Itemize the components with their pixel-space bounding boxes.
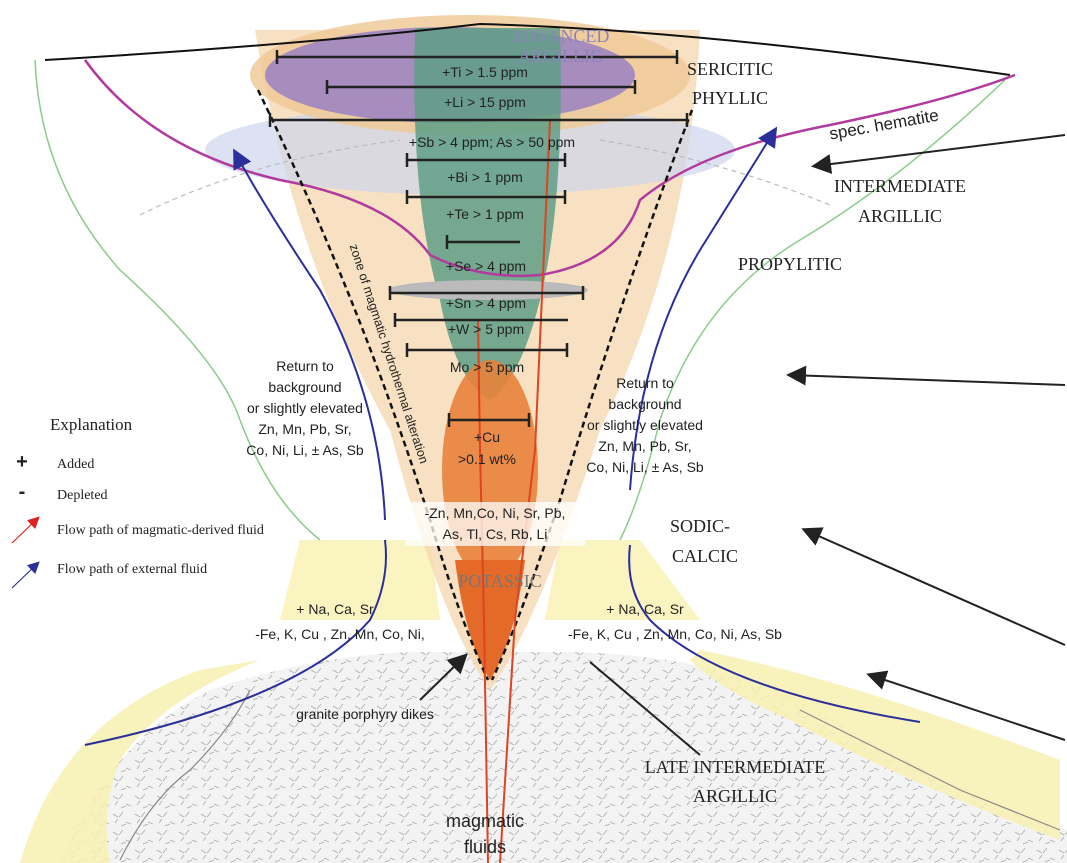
note: Co, Ni, Li, ± As, Sb bbox=[246, 442, 364, 458]
surface bbox=[44, 22, 1011, 76]
bar bbox=[393, 313, 568, 327]
zone-label: ARGILLIC bbox=[693, 786, 777, 806]
note: granite porphyry dikes bbox=[296, 706, 434, 722]
note: Return to bbox=[276, 358, 334, 374]
threshold-label: Mo > 5 ppm bbox=[450, 359, 524, 375]
zone-label: INTERMEDIATE bbox=[834, 176, 966, 196]
note: + Na, Ca, Sr bbox=[296, 601, 374, 617]
pointers bbox=[419, 134, 1066, 756]
note-bg bbox=[405, 502, 585, 546]
pointer bbox=[811, 134, 1066, 174]
hematite-line bbox=[83, 59, 1016, 278]
note: -Zn, Mn,Co, Ni, Sr, Pb, bbox=[425, 505, 566, 521]
external-fluid-arrow bbox=[233, 148, 386, 521]
threshold-labels: +Ti > 1.5 ppm +Li > 15 ppm +Sb > 4 ppm; … bbox=[409, 64, 575, 467]
legend-label: Depleted bbox=[57, 488, 108, 503]
legend-title: Explanation bbox=[50, 415, 133, 434]
sn-band bbox=[388, 280, 588, 300]
threshold-bars bbox=[268, 50, 689, 427]
zone-boundary bbox=[599, 139, 831, 206]
threshold-label: +Cu bbox=[474, 429, 500, 445]
sodic-band-right bbox=[545, 540, 700, 620]
threshold-label: +Li > 15 ppm bbox=[444, 94, 526, 110]
hematite-label: spec. hematite bbox=[828, 106, 940, 144]
note: Zn, Mn, Pb, Sr, bbox=[598, 438, 691, 454]
note: Co, Ni, Li, ± As, Sb bbox=[586, 459, 704, 475]
note: As, Tl, Cs, Rb, Li bbox=[443, 526, 548, 542]
magmatic-zone-boundary bbox=[490, 109, 694, 681]
pointer bbox=[419, 653, 468, 701]
legend-label: Added bbox=[57, 457, 94, 472]
zone-boundary bbox=[139, 139, 401, 216]
legend-symbol: - bbox=[19, 481, 26, 503]
sodic-band-lower-left bbox=[20, 660, 260, 863]
note: magmatic bbox=[446, 811, 524, 831]
threshold-label: +Sb > 4 ppm; As > 50 ppm bbox=[409, 134, 575, 150]
legend-symbol: + bbox=[16, 451, 28, 473]
legend: Explanation + Added - Depleted Flow path… bbox=[11, 415, 264, 589]
bar bbox=[275, 50, 679, 64]
propylitic-outline bbox=[34, 59, 321, 541]
zone-label: PROPYLITIC bbox=[738, 254, 842, 274]
bar bbox=[268, 113, 689, 127]
legend-label: Flow path of magmatic-derived fluid bbox=[57, 523, 264, 538]
zone-label: PHYLLIC bbox=[692, 88, 768, 108]
legend-swatch bbox=[11, 516, 40, 544]
bar bbox=[445, 235, 520, 249]
propylitic-outline bbox=[619, 79, 1006, 541]
note: or slightly elevated bbox=[247, 400, 363, 416]
note: -Fe, K, Cu , Zn, Mn, Co, Ni, bbox=[255, 626, 425, 642]
legend-swatch bbox=[11, 561, 40, 589]
bar bbox=[325, 80, 637, 94]
zone-label: LATE INTERMEDIATE bbox=[645, 757, 825, 777]
zone-label: ADVANCED bbox=[511, 26, 610, 46]
bar bbox=[388, 286, 585, 300]
pointer bbox=[866, 670, 1066, 741]
threshold-label: +Sn > 4 ppm bbox=[446, 295, 526, 311]
zone-label: SERICITIC bbox=[687, 59, 773, 79]
pointer bbox=[589, 661, 701, 756]
legend-label: Flow path of external fluid bbox=[57, 562, 207, 577]
external-fluid-path bbox=[84, 539, 387, 746]
note: background bbox=[268, 379, 341, 395]
threshold-label: +Te > 1 ppm bbox=[446, 206, 524, 222]
threshold-label: >0.1 wt% bbox=[458, 451, 516, 467]
note: + Na, Ca, Sr bbox=[606, 601, 684, 617]
zone-label: SODIC- bbox=[670, 516, 730, 536]
bar bbox=[447, 413, 531, 427]
magmatic-zone-boundary bbox=[256, 89, 490, 681]
zone-label: POTASSIC bbox=[458, 571, 542, 591]
threshold-label: +W > 5 ppm bbox=[448, 321, 524, 337]
zone-label: ARGILLIC bbox=[858, 206, 942, 226]
note: Zn, Mn, Pb, Sr, bbox=[258, 421, 351, 437]
note: Return to bbox=[616, 375, 674, 391]
basement-hatch bbox=[60, 651, 1067, 863]
external-fluid-arrow bbox=[629, 126, 778, 491]
potassic-core bbox=[455, 560, 525, 680]
pointer bbox=[786, 365, 1066, 386]
threshold-label: +Bi > 1 ppm bbox=[447, 169, 523, 185]
note: -Fe, K, Cu , Zn, Mn, Co, Ni, As, Sb bbox=[568, 626, 782, 642]
bar bbox=[405, 190, 567, 204]
note: or slightly elevated bbox=[587, 417, 703, 433]
zone-label: ARGILLIC bbox=[518, 46, 602, 66]
note: fluids bbox=[464, 837, 506, 857]
threshold-label: +Se > 4 ppm bbox=[446, 258, 526, 274]
note: background bbox=[608, 396, 681, 412]
external-fluid-path bbox=[628, 544, 921, 723]
pointer bbox=[801, 527, 1066, 646]
contact-line bbox=[119, 689, 251, 861]
bar bbox=[405, 153, 567, 167]
contact-line bbox=[799, 709, 1061, 831]
threshold-label: +Ti > 1.5 ppm bbox=[442, 64, 528, 80]
sodic-band-left bbox=[280, 540, 440, 620]
bar bbox=[405, 343, 569, 357]
zone-label: CALCIC bbox=[672, 546, 738, 566]
